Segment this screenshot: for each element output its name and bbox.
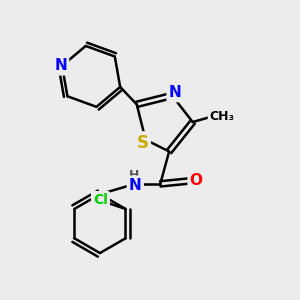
Text: H: H bbox=[129, 169, 139, 182]
Text: O: O bbox=[190, 173, 203, 188]
Text: N: N bbox=[129, 178, 142, 193]
Text: S: S bbox=[136, 134, 148, 152]
Text: N: N bbox=[169, 85, 182, 100]
Text: N: N bbox=[54, 58, 67, 73]
Text: CH₃: CH₃ bbox=[210, 110, 235, 123]
Text: Cl: Cl bbox=[93, 193, 108, 207]
